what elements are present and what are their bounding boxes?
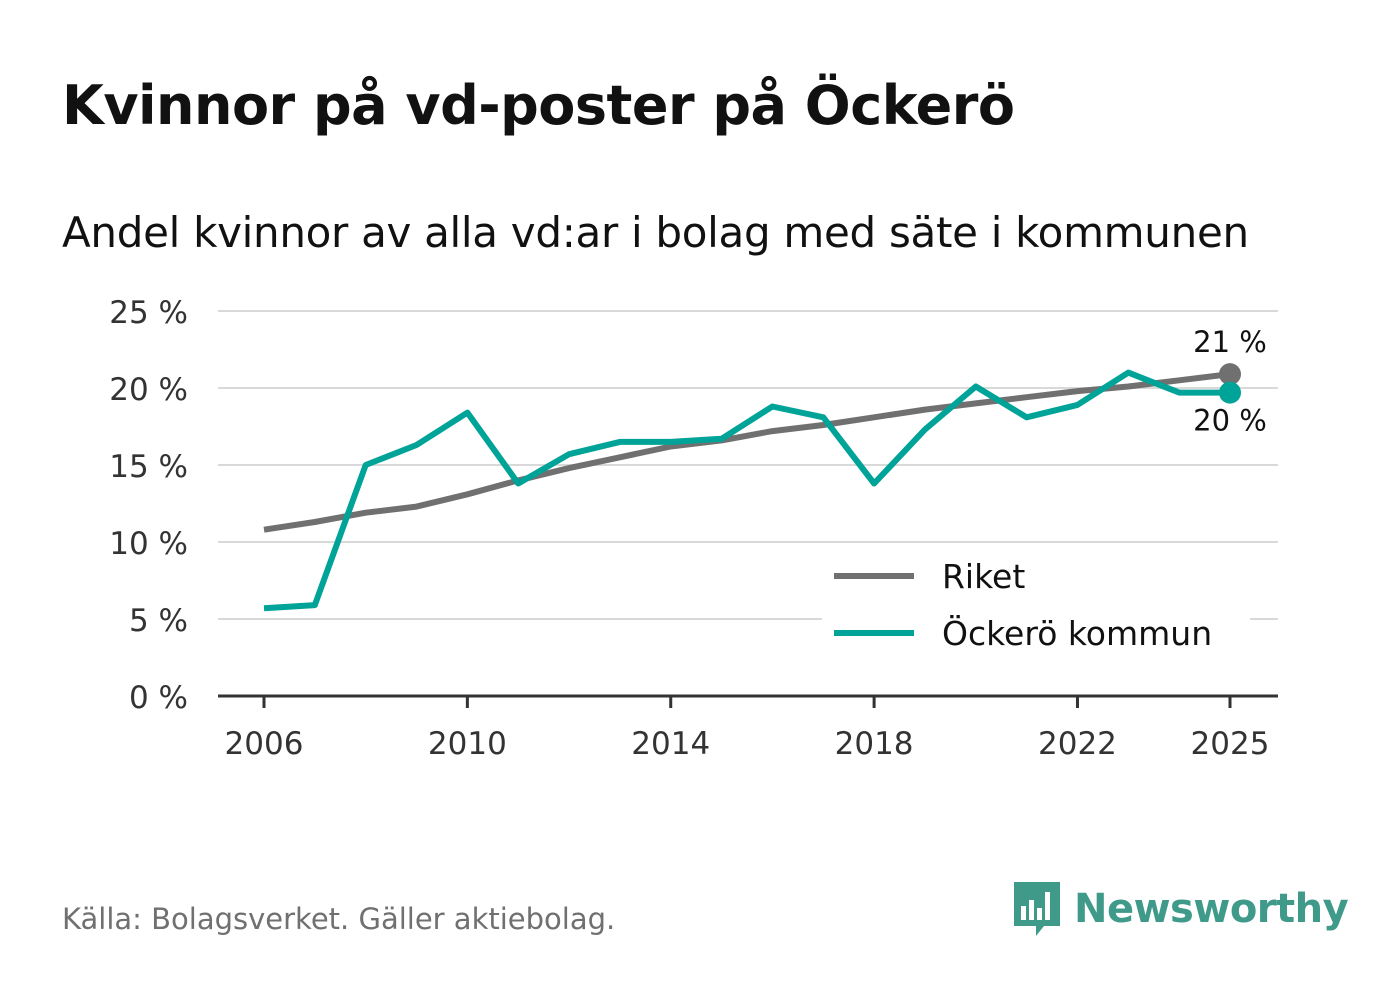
grid-lines — [218, 310, 1278, 698]
end-label-1: 20 % — [1193, 404, 1267, 438]
x-tick-label: 2018 — [835, 726, 914, 762]
x-tick-label: 2010 — [428, 726, 507, 762]
series-line-0 — [263, 371, 1231, 533]
legend-label-0: Riket — [942, 557, 1025, 596]
brand-name: Newsworthy — [1074, 886, 1349, 932]
chart-subtitle: Andel kvinnor av alla vd:ar i bolag med … — [62, 208, 1249, 257]
legend-label-1: Öckerö kommun — [942, 613, 1212, 653]
x-tick-label: 2022 — [1038, 726, 1117, 762]
x-tick-label: 2014 — [631, 726, 710, 762]
x-tick-label: 2025 — [1191, 726, 1270, 762]
x-axis-tick-labels: 2006 2010 2014 2018 2022 2025 — [225, 696, 1270, 762]
y-tick-label: 25 % — [109, 295, 188, 331]
series-line-1 — [263, 369, 1230, 612]
source-note: Källa: Bolagsverket. Gäller aktiebolag. — [62, 902, 616, 936]
y-axis-tick-labels: 0 % 5 % 10 % 15 % 20 % 25 % — [109, 295, 188, 716]
y-tick-label: 5 % — [129, 603, 188, 639]
brand-logo: Newsworthy — [1012, 880, 1349, 938]
series-lines — [263, 363, 1241, 612]
y-tick-label: 0 % — [129, 680, 188, 716]
chart-title: Kvinnor på vd-poster på Öckerö — [62, 74, 1015, 137]
newsworthy-logo-icon — [1014, 882, 1060, 936]
x-tick-label: 2006 — [225, 726, 304, 762]
series-endpoint-1 — [1219, 381, 1241, 404]
y-tick-label: 15 % — [109, 449, 188, 485]
legend-background — [822, 545, 1250, 663]
legend: Riket Öckerö kommun — [822, 545, 1250, 663]
y-tick-label: 20 % — [109, 372, 188, 408]
y-tick-label: 10 % — [109, 526, 188, 562]
end-label-0: 21 % — [1193, 325, 1267, 359]
series-endpoint-0 — [1219, 363, 1241, 386]
end-labels: 21 % 20 % — [1193, 325, 1267, 437]
